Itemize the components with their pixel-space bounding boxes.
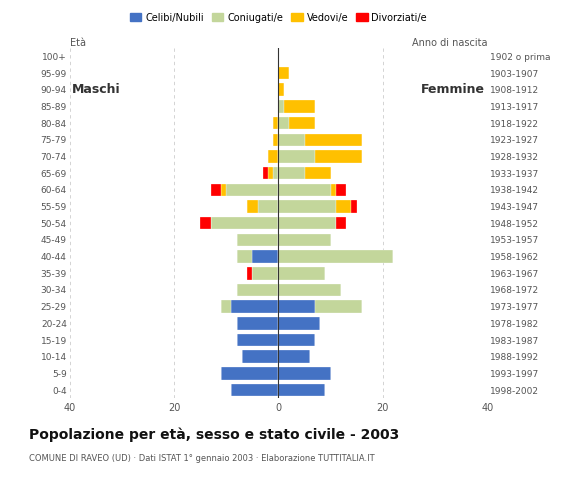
Bar bbox=[242, 350, 278, 363]
Text: Maschi: Maschi bbox=[72, 83, 121, 96]
Bar bbox=[336, 217, 346, 229]
Bar bbox=[315, 300, 362, 313]
Bar bbox=[231, 300, 278, 313]
Bar bbox=[304, 167, 331, 180]
Bar bbox=[278, 384, 325, 396]
Bar bbox=[237, 334, 278, 346]
Bar bbox=[237, 284, 278, 296]
Bar bbox=[278, 217, 336, 229]
Bar bbox=[278, 133, 304, 146]
Bar bbox=[263, 167, 268, 180]
Bar bbox=[278, 200, 336, 213]
Bar bbox=[237, 234, 278, 246]
Bar bbox=[226, 183, 278, 196]
Bar bbox=[268, 150, 278, 163]
Bar bbox=[278, 84, 284, 96]
Bar bbox=[278, 334, 315, 346]
Bar bbox=[336, 200, 351, 213]
Bar bbox=[331, 183, 336, 196]
Bar bbox=[278, 350, 310, 363]
Bar bbox=[211, 217, 278, 229]
Bar bbox=[221, 300, 231, 313]
Bar bbox=[278, 150, 315, 163]
Legend: Celibi/Nubili, Coniugati/e, Vedovi/e, Divorziati/e: Celibi/Nubili, Coniugati/e, Vedovi/e, Di… bbox=[130, 12, 427, 23]
Bar bbox=[268, 167, 273, 180]
Text: COMUNE DI RAVEO (UD) · Dati ISTAT 1° gennaio 2003 · Elaborazione TUTTITALIA.IT: COMUNE DI RAVEO (UD) · Dati ISTAT 1° gen… bbox=[29, 454, 375, 463]
Bar bbox=[258, 200, 278, 213]
Bar bbox=[351, 200, 357, 213]
Bar bbox=[247, 267, 252, 279]
Text: Anno di nascita: Anno di nascita bbox=[412, 38, 487, 48]
Bar bbox=[278, 250, 393, 263]
Bar bbox=[278, 300, 315, 313]
Bar bbox=[273, 167, 278, 180]
Bar bbox=[278, 100, 284, 113]
Bar bbox=[284, 100, 315, 113]
Bar bbox=[278, 317, 320, 330]
Bar bbox=[278, 367, 331, 380]
Bar bbox=[273, 133, 278, 146]
Bar bbox=[315, 150, 362, 163]
Bar bbox=[231, 384, 278, 396]
Bar bbox=[247, 200, 258, 213]
Bar bbox=[200, 217, 211, 229]
Bar bbox=[278, 167, 304, 180]
Bar bbox=[252, 250, 278, 263]
Bar bbox=[336, 183, 346, 196]
Text: Popolazione per età, sesso e stato civile - 2003: Popolazione per età, sesso e stato civil… bbox=[29, 427, 399, 442]
Bar bbox=[304, 133, 362, 146]
Bar bbox=[278, 284, 341, 296]
Bar bbox=[273, 117, 278, 129]
Bar bbox=[237, 250, 252, 263]
Bar bbox=[278, 117, 289, 129]
Bar bbox=[211, 183, 221, 196]
Bar bbox=[278, 67, 289, 79]
Bar bbox=[278, 267, 325, 279]
Bar bbox=[221, 183, 226, 196]
Text: Femmine: Femmine bbox=[420, 83, 485, 96]
Bar bbox=[289, 117, 315, 129]
Bar bbox=[237, 317, 278, 330]
Bar bbox=[252, 267, 278, 279]
Text: Età: Età bbox=[70, 38, 86, 48]
Bar bbox=[221, 367, 278, 380]
Bar bbox=[278, 183, 331, 196]
Bar bbox=[278, 234, 331, 246]
